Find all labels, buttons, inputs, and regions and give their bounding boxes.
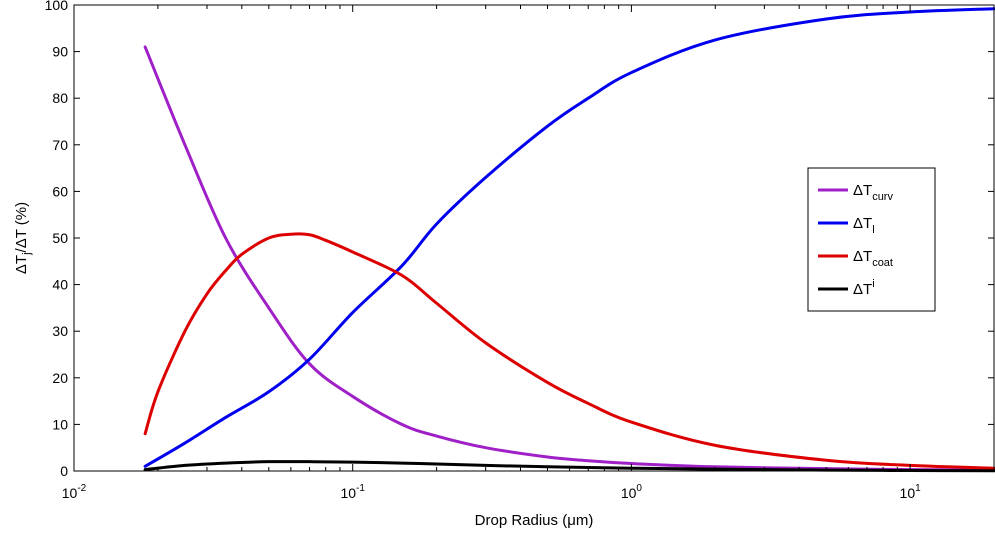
legend-entry-label: ΔTl [853,215,875,236]
y-tick-label: 50 [52,230,68,246]
y-tick-label: 10 [52,416,68,432]
y-tick-label: 70 [52,137,68,153]
y-axis-title-subscript: j [21,252,33,255]
y-tick-label: 40 [52,277,68,293]
y-tick-label: 30 [52,323,68,339]
series-line--t-i [143,460,995,473]
legend-box [807,167,936,312]
y-tick-label: 80 [52,90,68,106]
series-line--t-coat [143,232,995,470]
y-tick-label: 0 [60,463,68,479]
ticks-layer [73,4,994,472]
y-tick-label: 90 [52,44,68,60]
legend-entry-label: ΔTi [853,278,875,298]
y-axis-title-rest: /ΔT (%) [13,202,30,253]
series-layer [143,7,995,473]
series-line--t-curv [143,45,995,472]
series-line--t-l [143,7,995,468]
y-tick-label: 20 [52,370,68,386]
y-tick-label: 100 [45,0,69,13]
x-axis-title: Drop Radius (μm) [475,512,594,529]
y-axis-title: ΔTj/ΔT (%) [13,202,33,274]
y-tick-label: 60 [52,183,68,199]
